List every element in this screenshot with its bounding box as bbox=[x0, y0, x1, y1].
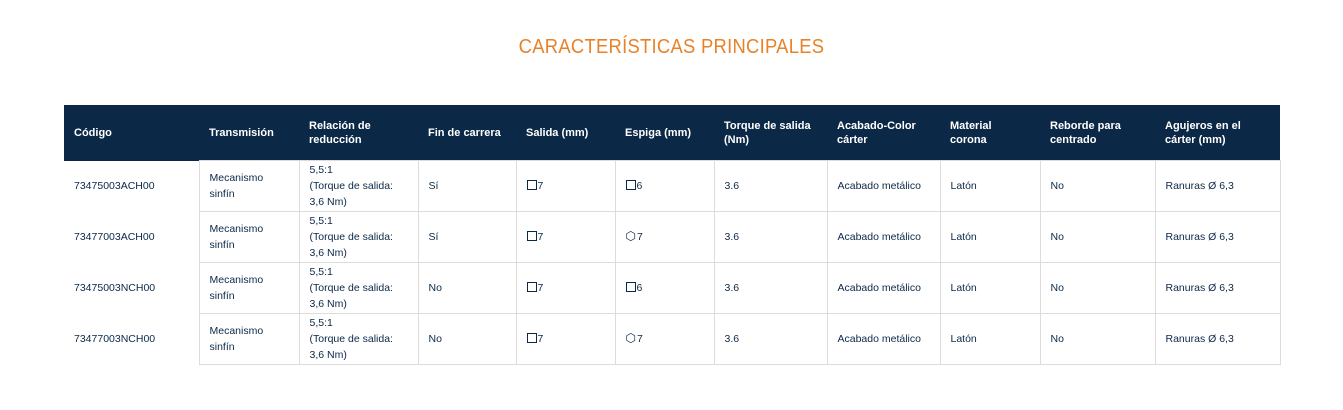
table-row: 73477003ACH00 Mecanismo sinfín 5,5:1 (Tor… bbox=[64, 211, 1281, 263]
header-codigo: Código bbox=[64, 105, 199, 161]
cell-torque: 3.6 bbox=[713, 313, 828, 365]
header-reborde: Reborde para centrado bbox=[1040, 105, 1155, 161]
espiga-value: 7 bbox=[636, 231, 643, 243]
relacion-note: (Torque de salida: 3,6 Nm) bbox=[309, 282, 393, 310]
relacion-note: (Torque de salida: 3,6 Nm) bbox=[309, 231, 393, 259]
cell-relacion: 5,5:1 (Torque de salida: 3,6 Nm) bbox=[298, 160, 419, 212]
salida-value: 7 bbox=[537, 231, 544, 243]
cell-acabado: Acabado metálico bbox=[826, 313, 941, 365]
relacion-value: 5,5:1 bbox=[309, 215, 333, 227]
header-relacion: Relación de reducción bbox=[299, 105, 418, 161]
header-material: Material corona bbox=[940, 105, 1040, 161]
cell-transmision: Mecanismo sinfín bbox=[198, 262, 300, 314]
cell-transmision: Mecanismo sinfín bbox=[198, 160, 300, 212]
square-icon bbox=[526, 180, 537, 190]
cell-fin-carrera: No bbox=[417, 262, 517, 314]
specs-table: Código Transmisión Relación de reducción… bbox=[64, 105, 1281, 365]
square-icon bbox=[526, 333, 537, 343]
cell-espiga: ⬡7 bbox=[614, 211, 715, 263]
cell-salida: 7 bbox=[515, 313, 616, 365]
hexagon-icon: ⬡ bbox=[625, 331, 636, 345]
square-icon bbox=[526, 231, 537, 241]
relacion-value: 5,5:1 bbox=[309, 164, 333, 176]
cell-material: Latón bbox=[939, 262, 1041, 314]
cell-codigo: 73475003ACH00 bbox=[74, 180, 155, 192]
cell-acabado: Acabado metálico bbox=[826, 262, 941, 314]
header-espiga: Espiga (mm) bbox=[615, 105, 714, 161]
relacion-note: (Torque de salida: 3,6 Nm) bbox=[309, 333, 393, 361]
espiga-value: 7 bbox=[636, 333, 643, 345]
section-title: CARACTERÍSTICAS PRINCIPALES bbox=[518, 36, 825, 58]
square-icon bbox=[625, 180, 636, 190]
cell-espiga: ⬡7 bbox=[614, 313, 715, 365]
cell-agujeros: Ranuras Ø 6,3 bbox=[1154, 313, 1281, 365]
header-torque: Torque de salida (Nm) bbox=[714, 105, 827, 161]
cell-codigo: 73477003ACH00 bbox=[74, 231, 155, 243]
cell-material: Latón bbox=[939, 211, 1041, 263]
cell-reborde: No bbox=[1039, 211, 1156, 263]
cell-torque: 3.6 bbox=[713, 160, 828, 212]
relacion-value: 5,5:1 bbox=[309, 266, 333, 278]
cell-salida: 7 bbox=[515, 160, 616, 212]
cell-espiga: 6 bbox=[614, 160, 715, 212]
cell-transmision: Mecanismo sinfín bbox=[198, 211, 300, 263]
header-transmision: Transmisión bbox=[199, 105, 299, 161]
table-row: 73475003NCH00 Mecanismo sinfín 5,5:1 (Tor… bbox=[64, 262, 1281, 314]
cell-reborde: No bbox=[1039, 313, 1156, 365]
header-fin-carrera: Fin de carrera bbox=[418, 105, 516, 161]
salida-value: 7 bbox=[537, 282, 544, 294]
relacion-note: (Torque de salida: 3,6 Nm) bbox=[309, 180, 393, 208]
cell-fin-carrera: Sí bbox=[417, 160, 517, 212]
cell-codigo: 73475003NCH00 bbox=[74, 282, 156, 294]
square-icon bbox=[625, 282, 636, 292]
relacion-value: 5,5:1 bbox=[309, 317, 333, 329]
cell-reborde: No bbox=[1039, 262, 1156, 314]
cell-agujeros: Ranuras Ø 6,3 bbox=[1154, 160, 1281, 212]
cell-acabado: Acabado metálico bbox=[826, 211, 941, 263]
cell-material: Latón bbox=[939, 160, 1041, 212]
cell-relacion: 5,5:1 (Torque de salida: 3,6 Nm) bbox=[298, 262, 419, 314]
cell-salida: 7 bbox=[515, 211, 616, 263]
cell-agujeros: Ranuras Ø 6,3 bbox=[1154, 262, 1281, 314]
table-row: 73475003ACH00 Mecanismo sinfín 5,5:1 (Tor… bbox=[64, 160, 1281, 212]
header-salida: Salida (mm) bbox=[516, 105, 615, 161]
espiga-value: 6 bbox=[636, 180, 643, 192]
cell-material: Latón bbox=[939, 313, 1041, 365]
table-header-row: Código Transmisión Relación de reducción… bbox=[64, 105, 1280, 161]
cell-transmision: Mecanismo sinfín bbox=[198, 313, 300, 365]
cell-torque: 3.6 bbox=[713, 211, 828, 263]
cell-fin-carrera: Sí bbox=[417, 211, 517, 263]
salida-value: 7 bbox=[537, 333, 544, 345]
cell-torque: 3.6 bbox=[713, 262, 828, 314]
header-agujeros: Agujeros en el cárter (mm) bbox=[1155, 105, 1280, 161]
cell-salida: 7 bbox=[515, 262, 616, 314]
square-icon bbox=[526, 282, 537, 292]
espiga-value: 6 bbox=[636, 282, 643, 294]
cell-relacion: 5,5:1 (Torque de salida: 3,6 Nm) bbox=[298, 211, 419, 263]
cell-agujeros: Ranuras Ø 6,3 bbox=[1154, 211, 1281, 263]
cell-reborde: No bbox=[1039, 160, 1156, 212]
salida-value: 7 bbox=[537, 180, 544, 192]
cell-acabado: Acabado metálico bbox=[826, 160, 941, 212]
hexagon-icon: ⬡ bbox=[625, 229, 636, 243]
cell-codigo: 73477003NCH00 bbox=[74, 333, 156, 345]
cell-relacion: 5,5:1 (Torque de salida: 3,6 Nm) bbox=[298, 313, 419, 365]
table-row: 73477003NCH00 Mecanismo sinfín 5,5:1 (Tor… bbox=[64, 313, 1281, 365]
cell-fin-carrera: No bbox=[417, 313, 517, 365]
header-acabado: Acabado-Color cárter bbox=[827, 105, 940, 161]
cell-espiga: 6 bbox=[614, 262, 715, 314]
